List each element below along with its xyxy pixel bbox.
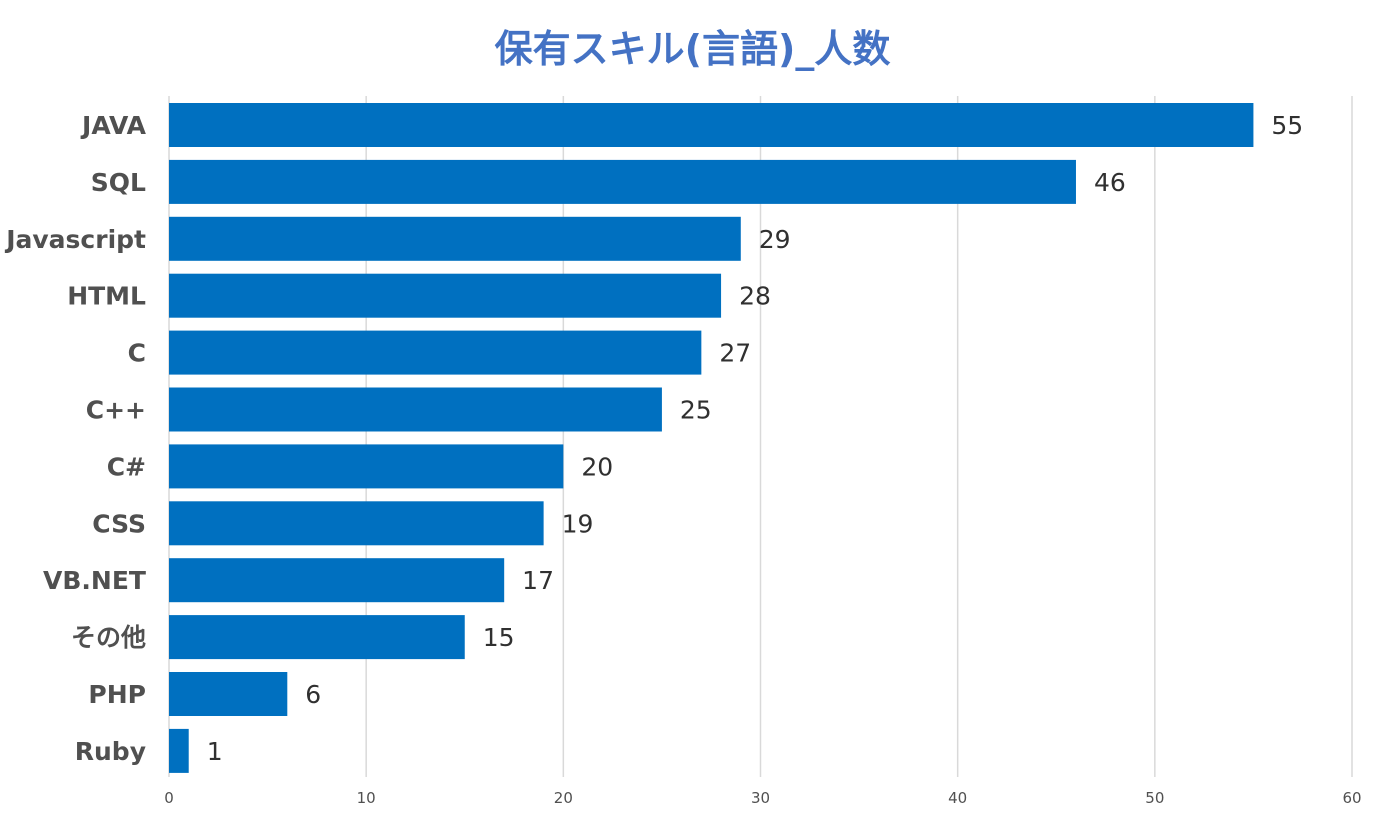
value-label-6: 20 [581,452,613,481]
value-label-3: 28 [739,282,771,311]
bar-3 [169,273,722,318]
value-label-8: 17 [522,566,554,595]
x-tick-label-2: 20 [554,789,573,807]
bar-8 [169,558,505,603]
value-label-2: 29 [759,225,791,254]
bar-1 [169,159,1076,204]
bar-11 [169,728,189,773]
x-tick-label-0: 0 [164,789,174,807]
bar-7 [169,501,544,546]
category-label-4: C [128,339,146,368]
bars [169,103,1254,773]
bar-9 [169,615,465,660]
value-label-0: 55 [1271,111,1303,140]
bar-6 [169,444,564,489]
bar-5 [169,387,662,432]
value-label-5: 25 [680,396,712,425]
x-axis-ticks: 0 10 20 30 40 50 60 [164,789,1361,807]
category-label-0: JAVA [80,111,147,140]
bar-10 [169,672,288,716]
value-label-10: 6 [305,680,321,709]
x-tick-label-5: 50 [1145,789,1164,807]
x-tick-label-3: 30 [751,789,770,807]
chart-title: 保有スキル(言語)_人数 [494,27,891,71]
value-label-1: 46 [1094,168,1126,197]
value-label-4: 27 [719,339,751,368]
category-label-5: C++ [86,396,146,425]
category-label-9: その他 [71,623,146,652]
x-tick-label-4: 40 [948,789,967,807]
bar-0 [169,103,1254,147]
category-label-11: Ruby [75,737,146,766]
grid-lines [168,96,1353,777]
value-label-11: 1 [207,737,223,766]
bar-2 [169,216,741,261]
bar-4 [169,330,702,375]
category-label-7: CSS [92,509,146,538]
category-label-3: HTML [67,282,146,311]
category-label-1: SQL [91,168,146,197]
category-label-6: C# [107,452,146,481]
x-tick-label-6: 60 [1342,789,1361,807]
value-label-9: 15 [483,623,515,652]
value-label-7: 19 [562,509,594,538]
category-label-8: VB.NET [43,566,146,595]
x-tick-label-1: 10 [357,789,376,807]
category-label-10: PHP [88,680,146,709]
category-labels: JAVA SQL Javascript HTML C C++ C# CSS VB.NET その他 P… [4,111,146,766]
category-label-2: Javascript [4,225,146,254]
